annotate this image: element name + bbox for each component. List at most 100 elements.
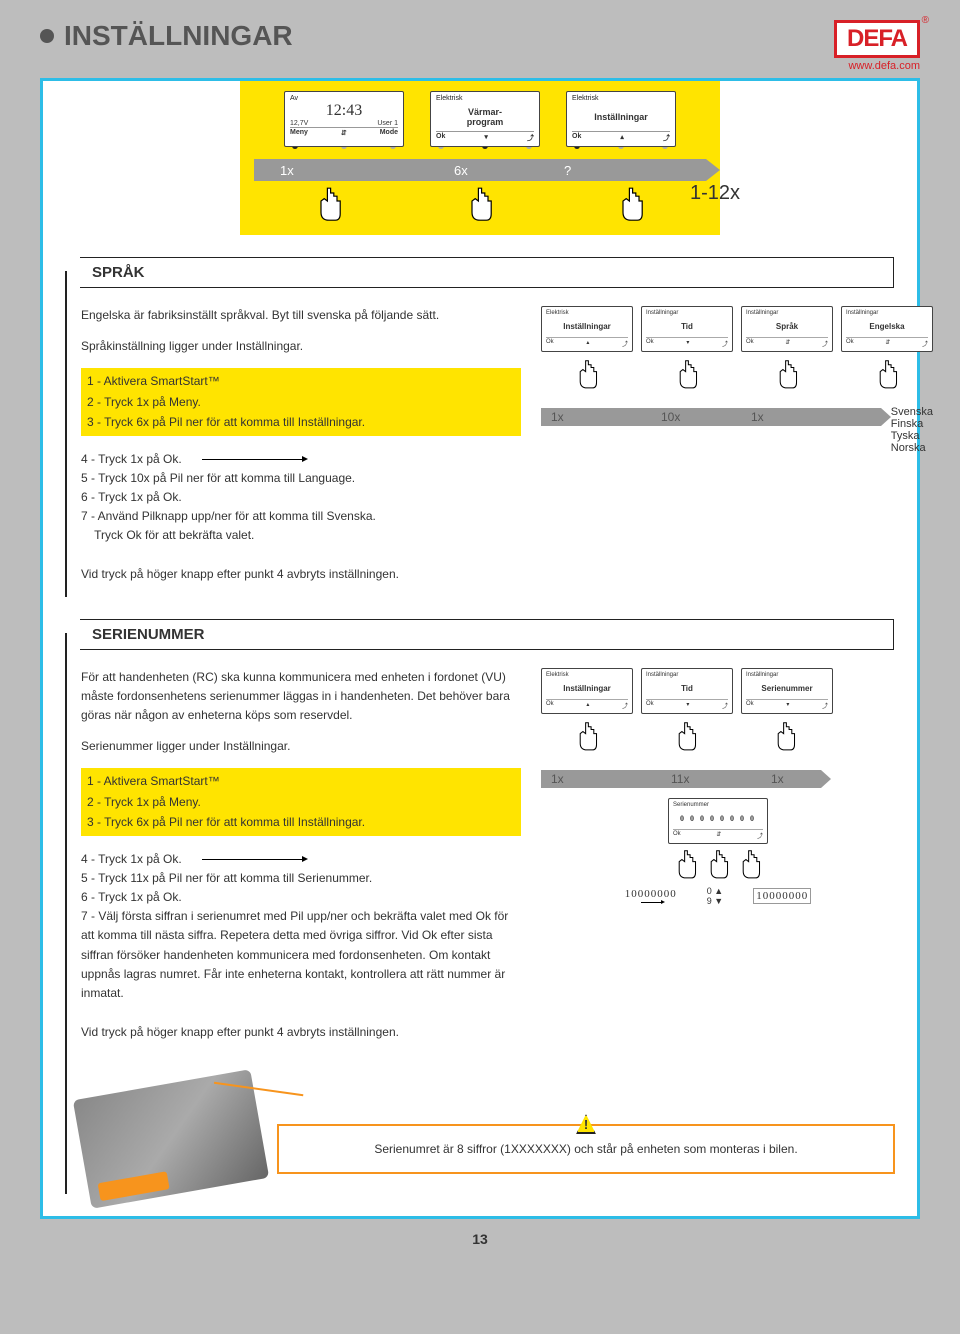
mini-softkey[interactable]: Ok: [646, 339, 654, 348]
count: 1x: [751, 410, 764, 424]
mini-softkey[interactable]: ⤴: [722, 339, 728, 348]
language-list: Svenska Finska Tyska Norska: [891, 406, 933, 454]
mini-softkey[interactable]: Ok: [646, 701, 654, 710]
lang-item: Norska: [891, 442, 933, 454]
mini-softkey[interactable]: ⤴: [822, 701, 828, 710]
mini-main: Inställningar: [546, 316, 628, 337]
mini-softkey[interactable]: ⤴: [622, 339, 628, 348]
count-1: 1x: [280, 163, 294, 178]
step: 6 - Tryck 1x på Ok.: [81, 888, 521, 907]
mini-screen: Inställningar Tid Ok▾⤴: [641, 306, 733, 352]
mini-hands: [541, 358, 933, 392]
hand-icon: [736, 848, 764, 882]
softkey-right[interactable]: ⤴: [663, 133, 670, 143]
mini-softkey[interactable]: Ok: [746, 701, 754, 710]
lang-item: Svenska: [891, 406, 933, 418]
mini-main: Tid: [646, 678, 728, 699]
serie-graphics: Elektrisk Inställningar Ok▴⤴ Inställning…: [541, 668, 895, 1055]
mini-softkey[interactable]: Ok: [546, 701, 554, 710]
mini-softkey[interactable]: ⤴: [722, 701, 728, 710]
softkey-left[interactable]: Ok: [436, 133, 445, 143]
count: 10x: [661, 410, 680, 424]
sprak-graphics: Elektrisk Inställningar Ok▴⤴ Inställning…: [541, 306, 933, 597]
serie-subintro: Serienummer ligger under Inställningar.: [81, 737, 521, 756]
softkey-right[interactable]: Mode: [380, 129, 398, 137]
section-vline: [65, 633, 67, 1195]
step: Tryck Ok för att bekräfta valet.: [81, 526, 521, 545]
subintro-text: Språkinställning ligger under Inställnin…: [81, 339, 303, 353]
hl-step: 1 - Aktivera SmartStart™: [87, 371, 515, 391]
count: 1x: [771, 772, 784, 786]
sprak-steps: 4 - Tryck 1x på Ok. 5 - Tryck 10x på Pil…: [81, 450, 521, 546]
top-yellow-panel: Av 12:43 12,7V User 1 Meny ⇵ Mode E: [240, 81, 720, 235]
title-bullet-icon: [40, 29, 54, 43]
mini-softkey[interactable]: ⤴: [922, 339, 928, 348]
step: 5 - Tryck 10x på Pil ner för att komma t…: [81, 469, 521, 488]
screen-main: Av 12:43 12,7V User 1 Meny ⇵ Mode: [284, 91, 404, 149]
mini-screen: Inställningar Språk Ok⇵⤴: [741, 306, 833, 352]
logo-text: DEFA: [847, 25, 907, 52]
step: 6 - Tryck 1x på Ok.: [81, 488, 521, 507]
hand-row: [254, 185, 706, 225]
count-2: 6x: [454, 163, 468, 178]
step: 4 - Tryck 1x på Ok.: [81, 452, 182, 466]
down-icon: ▾: [484, 133, 488, 143]
hand-icon: [614, 185, 648, 225]
mini-softkey[interactable]: Ok: [546, 339, 554, 348]
mini-softkey[interactable]: ⤴: [822, 339, 828, 348]
snum-left: 10000000: [625, 888, 677, 900]
count: 1x: [551, 410, 564, 424]
defa-logo: DEFA ®: [834, 20, 920, 58]
serie-highlight: 1 - Aktivera SmartStart™ 2 - Tryck 1x på…: [81, 768, 521, 835]
down-icon: ▾: [686, 701, 689, 710]
softkey-right[interactable]: ⤴: [527, 133, 534, 143]
screen-label: Av: [290, 95, 298, 102]
mini-screens-row: Elektrisk Inställningar Ok▴⤴ Inställning…: [541, 668, 895, 714]
hl-step: 3 - Tryck 6x på Pil ner för att komma ti…: [87, 812, 515, 832]
serial-numbers-row: 10000000 0 ▲ 9 ▼ 10000000: [625, 886, 811, 906]
warning-icon: !: [576, 1114, 596, 1134]
hand-icon: [463, 185, 497, 225]
mini-softkey[interactable]: Ok: [846, 339, 854, 348]
main-frame: Av 12:43 12,7V User 1 Meny ⇵ Mode E: [40, 78, 920, 1219]
hl-step: 2 - Tryck 1x på Meny.: [87, 392, 515, 412]
mini-main: Serienummer: [746, 678, 828, 699]
section-sprak: SPRÅK Engelska är fabriksinställt språkv…: [65, 257, 895, 597]
step: 5 - Tryck 11x på Pil ner för att komma t…: [81, 869, 521, 888]
mini-screen: Elektrisk Inställningar Ok▴⤴: [541, 668, 633, 714]
sprak-note: Vid tryck på höger knapp efter punkt 4 a…: [81, 565, 521, 584]
down-icon: ▾: [686, 339, 689, 348]
scroll-down: 9 ▼: [707, 896, 723, 906]
softkey-left[interactable]: Meny: [290, 129, 308, 137]
mini-hands: [541, 720, 831, 754]
count: 1x: [551, 772, 564, 786]
step: 7 - Välj första siffran i serienumret me…: [81, 907, 521, 1003]
step: 7 - Använd Pilknapp upp/ner för att komm…: [81, 507, 521, 526]
section-serienummer: SERIENUMMER För att handenheten (RC) ska…: [65, 619, 895, 1195]
hl-step: 1 - Aktivera SmartStart™: [87, 771, 515, 791]
updown-icon: ⇵: [885, 339, 890, 348]
serial-graphic: Serienummer 0 0 0 0 0 0 0 0 Ok⇵⤴ 1000000…: [541, 798, 895, 906]
mini-softkey[interactable]: Ok: [746, 339, 754, 348]
mini-softkey[interactable]: Ok: [673, 831, 681, 840]
softkey-left[interactable]: Ok: [572, 133, 581, 143]
count-3: ?: [564, 163, 571, 178]
hand-icon: [672, 720, 700, 754]
title-text: INSTÄLLNINGAR: [64, 20, 293, 52]
press-count-bar: 1x 10x 1x: [541, 408, 881, 426]
arrow-icon: [202, 859, 302, 860]
section-title-box: SPRÅK: [80, 257, 894, 288]
hand-icon: [873, 358, 901, 392]
arrow-icon: [641, 902, 661, 903]
mini-softkey[interactable]: ⤴: [622, 701, 628, 710]
mini-main: Inställningar: [546, 678, 628, 699]
updown-icon: ⇵: [785, 339, 790, 348]
count: 11x: [671, 772, 689, 786]
mini-softkey[interactable]: ⤴: [757, 831, 763, 840]
page-header: INSTÄLLNINGAR DEFA ® www.defa.com: [40, 20, 920, 72]
section-title: SPRÅK: [92, 264, 145, 281]
screen-label: Elektrisk: [436, 95, 462, 102]
info-text: Serienumret är 8 siffror (1XXXXXXX) och …: [295, 1142, 877, 1156]
updown-icon: ⇵: [341, 129, 347, 137]
screen-label: Elektrisk: [572, 95, 598, 102]
